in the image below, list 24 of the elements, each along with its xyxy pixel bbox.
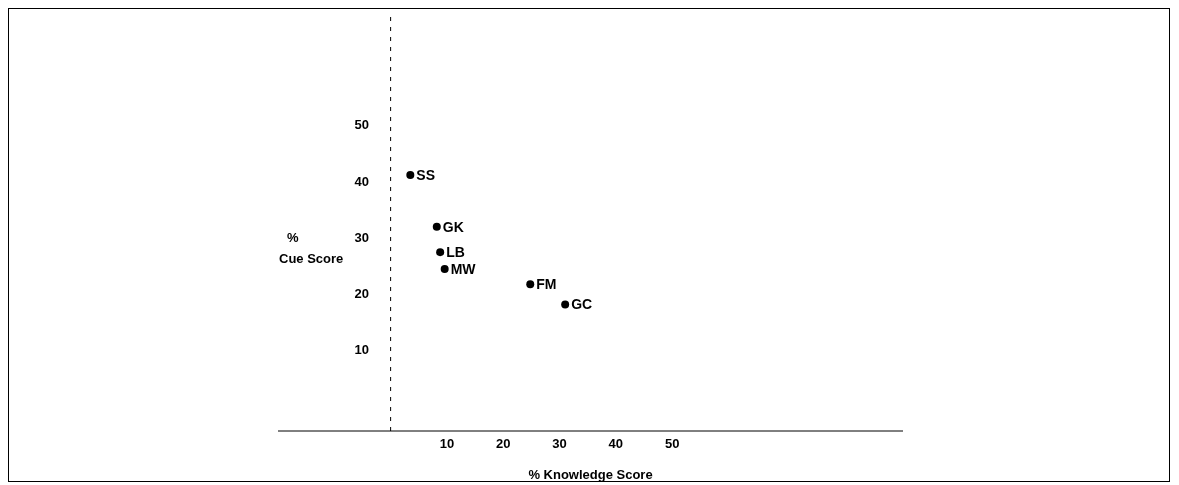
y-tick-label: 50 [354,117,369,133]
point [432,222,441,231]
annotation: FM [536,276,557,293]
y-tick-label: 40 [354,173,369,189]
point [526,280,535,289]
x-tick-label: 40 [608,436,624,452]
annotation: GK [442,218,464,235]
y-tick-label: 30 [354,229,369,245]
annotation: GC [571,296,593,313]
x-tick-label: 20 [495,436,511,452]
y-tick-label: 10 [354,342,369,358]
x-tick-label: 30 [552,436,567,452]
x-axis-title: % Knowledge Score [528,467,653,482]
annotation: LB [446,244,465,261]
annotation: MW [450,260,477,277]
point [406,171,415,180]
point [436,248,445,257]
point [440,265,449,274]
y-axis-title: % Cue Score [279,229,344,268]
y-tick-label: 20 [354,286,369,302]
x-tick-label: 50 [664,436,680,452]
x-tick-label: 10 [439,436,455,452]
point [561,300,570,309]
annotation: SS [416,167,436,184]
